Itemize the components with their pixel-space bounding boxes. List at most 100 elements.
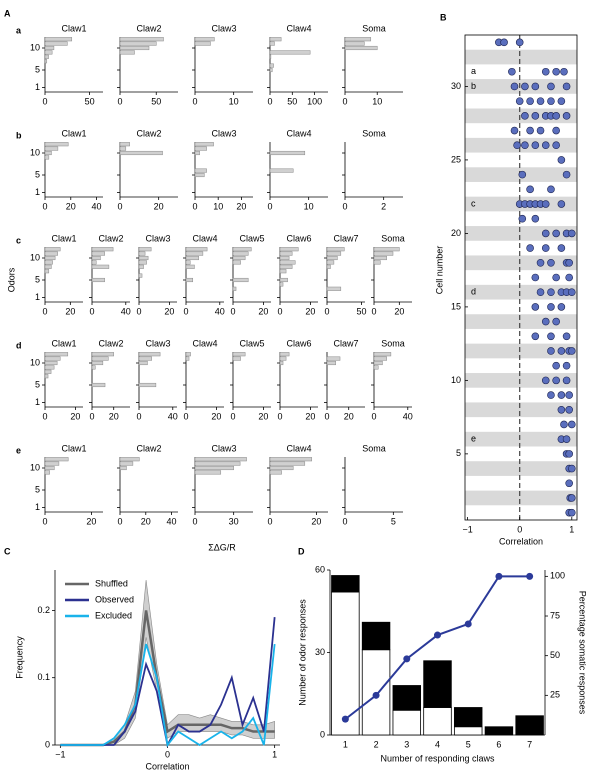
point bbox=[541, 244, 550, 252]
bar bbox=[194, 37, 215, 42]
bar bbox=[373, 356, 387, 361]
bar bbox=[194, 146, 207, 151]
bar bbox=[44, 269, 50, 274]
point bbox=[565, 259, 573, 267]
bar bbox=[44, 150, 52, 156]
bar bbox=[194, 465, 234, 471]
bar bbox=[373, 260, 381, 265]
x-tick-label: 40 bbox=[168, 411, 178, 421]
bar bbox=[194, 150, 200, 156]
x-tick-label: 20 bbox=[109, 411, 119, 421]
bar bbox=[119, 142, 130, 147]
point bbox=[495, 572, 503, 580]
row-band bbox=[465, 255, 577, 271]
bar bbox=[44, 365, 55, 370]
bar-segment bbox=[453, 707, 483, 728]
x-tick-label: 0 bbox=[267, 96, 272, 106]
row-label: e bbox=[16, 445, 21, 455]
y-tick-label: 30 bbox=[451, 81, 461, 91]
x-tick-label: 50 bbox=[85, 96, 95, 106]
x-axis-label: Number of responding claws bbox=[380, 753, 495, 763]
bar-segment bbox=[331, 591, 360, 736]
bar bbox=[44, 146, 59, 151]
point bbox=[372, 691, 380, 699]
x-tick-label: 1 bbox=[272, 749, 277, 759]
bar bbox=[119, 41, 157, 46]
subplot-title: Claw5 bbox=[239, 233, 264, 243]
subplot-title: Claw1 bbox=[61, 128, 86, 138]
x-tick-label: 10 bbox=[372, 96, 382, 106]
point bbox=[531, 273, 540, 282]
row-label: a bbox=[471, 66, 476, 76]
row-band bbox=[465, 314, 577, 329]
point bbox=[515, 38, 524, 47]
point bbox=[521, 82, 529, 91]
bar bbox=[194, 142, 214, 147]
point bbox=[541, 229, 550, 238]
subplot-title: Claw6 bbox=[286, 233, 311, 243]
bar bbox=[91, 260, 97, 265]
x-tick-label: 0 bbox=[371, 411, 376, 421]
point bbox=[567, 464, 576, 473]
bar bbox=[269, 461, 306, 466]
y-tick-label: 20 bbox=[451, 228, 461, 238]
bar bbox=[44, 50, 53, 55]
point bbox=[567, 288, 576, 296]
y-tick-label: 5 bbox=[35, 484, 40, 494]
subplot-title: Claw1 bbox=[51, 338, 76, 348]
bar bbox=[279, 260, 296, 265]
x-tick-label: 20 bbox=[236, 201, 246, 211]
point bbox=[508, 67, 516, 76]
x-axis-label: Correlation bbox=[145, 761, 189, 771]
panel-label: C bbox=[4, 546, 11, 556]
bar bbox=[344, 37, 372, 42]
point bbox=[562, 376, 571, 385]
subplot-title: Claw2 bbox=[136, 128, 161, 138]
bar bbox=[269, 50, 311, 55]
x-axis-label: Correlation bbox=[499, 536, 543, 546]
bar-segment bbox=[361, 621, 391, 651]
subplot-title: Claw4 bbox=[286, 443, 311, 453]
x-tick-label: 3 bbox=[404, 739, 409, 749]
bar bbox=[91, 251, 105, 256]
point bbox=[557, 200, 566, 208]
x-tick-label: 50 bbox=[287, 96, 297, 106]
bar bbox=[44, 457, 69, 462]
bar bbox=[44, 352, 69, 357]
y-tick-label: 10 bbox=[30, 147, 40, 157]
bar-segment bbox=[484, 726, 514, 736]
point bbox=[547, 259, 555, 267]
point bbox=[567, 347, 576, 355]
x-tick-label: 0 bbox=[277, 411, 282, 421]
confidence-band bbox=[60, 580, 275, 746]
bar bbox=[269, 63, 274, 68]
subplot-title: Claw3 bbox=[145, 338, 170, 348]
bar bbox=[119, 37, 164, 42]
x-tick-label: 0 bbox=[42, 516, 47, 526]
bar bbox=[326, 260, 335, 265]
bar bbox=[326, 247, 345, 252]
row-band bbox=[465, 402, 577, 418]
point bbox=[567, 420, 576, 429]
bar bbox=[269, 465, 294, 471]
bar bbox=[326, 356, 341, 361]
point bbox=[560, 420, 568, 429]
x-tick-label: 20 bbox=[305, 306, 315, 316]
row-label: e bbox=[471, 434, 476, 444]
bar bbox=[91, 356, 109, 361]
subplot-title: Claw1 bbox=[51, 233, 76, 243]
bar bbox=[373, 255, 387, 261]
bar bbox=[44, 45, 55, 51]
bar bbox=[44, 251, 58, 256]
subplot-title: Claw4 bbox=[192, 338, 217, 348]
x-tick-label: −1 bbox=[462, 524, 472, 534]
point bbox=[565, 479, 573, 488]
x-tick-label: 20 bbox=[394, 306, 404, 316]
point bbox=[557, 156, 566, 164]
bar bbox=[44, 41, 68, 46]
bar bbox=[194, 461, 241, 466]
x-tick-label: 0 bbox=[192, 516, 197, 526]
subplot-title: Soma bbox=[362, 23, 386, 33]
row-label: c bbox=[471, 198, 476, 208]
bar bbox=[232, 260, 241, 265]
